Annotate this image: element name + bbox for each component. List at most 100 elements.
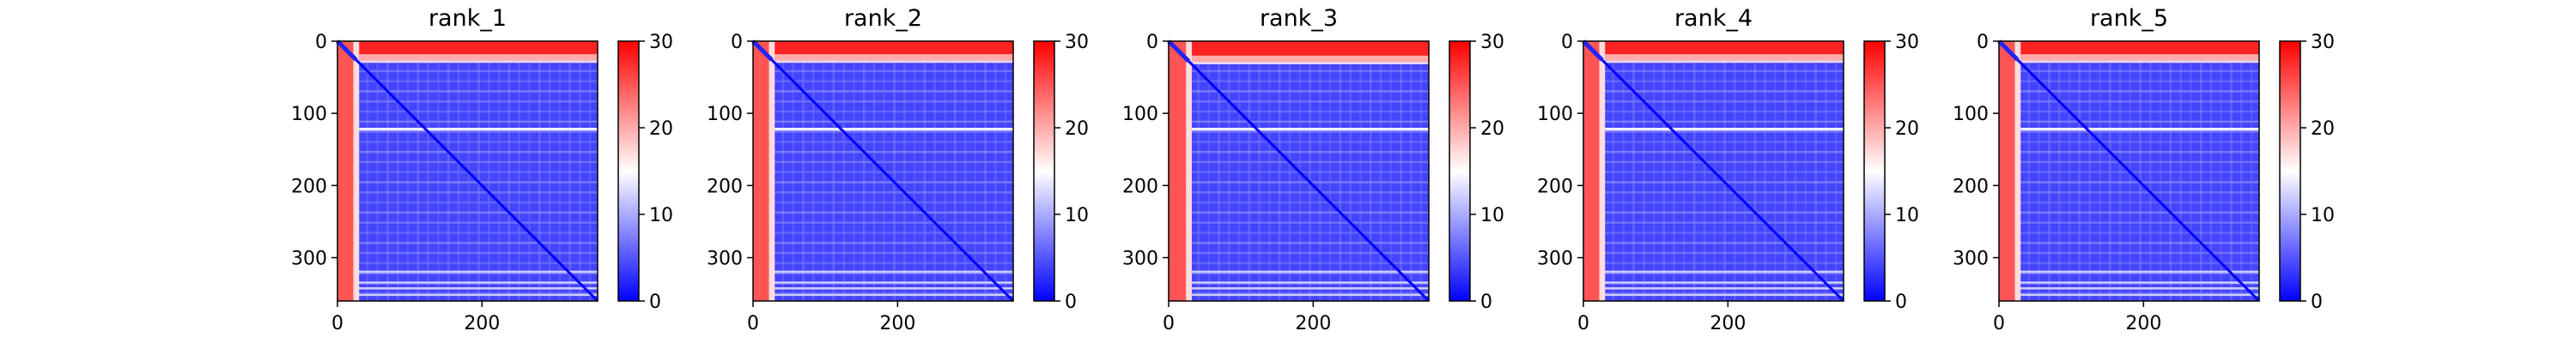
heatmap-white-line bbox=[1605, 128, 1844, 131]
heatmap-col-stripe bbox=[1814, 41, 1817, 301]
heatmap-col-stripe bbox=[1400, 41, 1402, 301]
heatmap-left-band bbox=[337, 41, 354, 301]
heatmap-row-stripe bbox=[337, 181, 598, 184]
heatmap-row-stripe bbox=[1583, 181, 1844, 184]
heatmap-row-stripe bbox=[337, 221, 598, 224]
heatmap-col-stripe bbox=[2220, 41, 2223, 301]
heatmap-col-stripe bbox=[1349, 41, 1352, 301]
heatmap-light-row bbox=[1169, 281, 1429, 284]
heatmap-row-stripe bbox=[1999, 150, 2259, 153]
colorbar-tick-label: 30 bbox=[2311, 32, 2335, 53]
colorbar-tick-label: 30 bbox=[1065, 32, 1089, 53]
colorbar-tick-label: 30 bbox=[649, 32, 673, 53]
heatmap-row-stripe bbox=[753, 130, 1013, 133]
heatmap-row-stripe bbox=[1169, 262, 1429, 265]
colorbar bbox=[1449, 40, 1471, 302]
colorbar-tick-label: 20 bbox=[2311, 118, 2335, 140]
heatmap-row-stripe bbox=[1999, 141, 2259, 143]
heatmap-row-stripe bbox=[1169, 80, 1429, 82]
heatmap-row-stripe bbox=[1999, 80, 2259, 82]
heatmap-col-stripe bbox=[1004, 41, 1007, 301]
heatmap-row-stripe bbox=[1999, 232, 2259, 234]
x-tick-label: 200 bbox=[1710, 313, 1746, 334]
heatmap-col-stripe bbox=[1834, 41, 1838, 301]
axes-frame bbox=[1583, 40, 1844, 302]
heatmap-light-row bbox=[1169, 270, 1429, 274]
heatmap-diagonal-head bbox=[1997, 39, 2020, 62]
y-tick-label: 300 bbox=[1537, 249, 1573, 270]
heatmap-col-stripe bbox=[588, 41, 592, 301]
heatmap-col-stripe bbox=[974, 41, 977, 301]
x-tick-label: 0 bbox=[1163, 313, 1175, 334]
colorbar-tick-label: 20 bbox=[1480, 118, 1504, 140]
heatmap-light-row bbox=[337, 293, 598, 297]
y-tick-label: 100 bbox=[1953, 104, 1989, 125]
colorbar-tick-label: 10 bbox=[1895, 205, 1919, 226]
heatmap-row-stripe bbox=[337, 251, 598, 255]
heatmap-col-stripe bbox=[1734, 41, 1736, 301]
heatmap-row-stripe bbox=[1999, 201, 2259, 204]
heatmap-row-stripe bbox=[337, 80, 598, 82]
heatmap-col-stripe bbox=[1410, 41, 1413, 301]
heatmap-row-stripe bbox=[1169, 90, 1429, 93]
heatmap-row-stripe bbox=[1583, 262, 1844, 265]
heatmap-col-stripe bbox=[568, 41, 571, 301]
y-tick-label: 300 bbox=[707, 249, 743, 270]
heatmap-top-band-edge bbox=[1191, 62, 1429, 64]
heatmap-light-row bbox=[1583, 281, 1844, 284]
heatmap-col-stripe bbox=[1783, 41, 1787, 301]
colorbar bbox=[1863, 40, 1886, 302]
heatmap-col-stripe bbox=[984, 41, 987, 301]
heatmap-col-stripe bbox=[913, 41, 916, 301]
heatmap-panel-1: rank_1 0 100 200 300 0 200 0 10 20 30 bbox=[291, 5, 673, 334]
heatmap-row-stripe bbox=[1583, 160, 1844, 164]
heatmap-top-band-fade bbox=[2020, 54, 2259, 62]
heatmap-row-stripe bbox=[753, 80, 1013, 82]
heatmap-panel-4: rank_4 0 100 200 300 0 200 0 10 20 30 bbox=[1537, 5, 1919, 334]
heatmap-col-stripe bbox=[548, 41, 551, 301]
heatmap-light-row bbox=[1169, 287, 1429, 290]
heatmap-row-stripe bbox=[337, 110, 598, 113]
colorbar bbox=[2279, 40, 2301, 302]
heatmap-row-stripe bbox=[337, 262, 598, 265]
heatmap-row-stripe bbox=[1999, 181, 2259, 184]
panel-title: rank_1 bbox=[428, 5, 507, 32]
heatmap-row-stripe bbox=[337, 241, 598, 244]
heatmap-col-stripe bbox=[497, 41, 501, 301]
heatmap-col-stripe bbox=[1369, 41, 1372, 301]
x-tick-label: 200 bbox=[464, 313, 500, 334]
heatmap-row-stripe bbox=[753, 232, 1013, 234]
x-tick-label: 0 bbox=[1577, 313, 1589, 334]
heatmap-col-stripe bbox=[488, 41, 490, 301]
heatmap-top-band-edge bbox=[359, 60, 598, 63]
heatmap-light-row bbox=[337, 270, 598, 274]
heatmap-row-stripe bbox=[1583, 90, 1844, 93]
heatmap-left-band bbox=[1999, 41, 2015, 301]
heatmap-light-row bbox=[753, 270, 1013, 274]
colorbar-tick-label: 20 bbox=[1065, 118, 1089, 140]
heatmap-col-stripe bbox=[893, 41, 896, 301]
heatmap-row-stripe bbox=[753, 272, 1013, 274]
y-tick-label: 300 bbox=[291, 249, 327, 270]
heatmap-row-stripe bbox=[337, 100, 598, 103]
heatmap-col-stripe bbox=[2250, 41, 2253, 301]
heatmap-row-stripe bbox=[1999, 191, 2259, 194]
heatmap-col-stripe bbox=[1339, 41, 1342, 301]
heatmap-col-stripe bbox=[1379, 41, 1382, 301]
heatmap-light-row bbox=[1169, 293, 1429, 297]
heatmap-row-stripe bbox=[753, 241, 1013, 244]
heatmap-top-band-fade bbox=[359, 54, 598, 62]
heatmap-row-stripe bbox=[753, 262, 1013, 265]
heatmap-diagonal bbox=[355, 58, 599, 303]
heatmap-row-stripe bbox=[1169, 211, 1429, 214]
heatmap-row-stripe bbox=[1169, 241, 1429, 244]
panel-title: rank_3 bbox=[1260, 5, 1338, 32]
heatmap-col-stripe bbox=[953, 41, 957, 301]
heatmap-top-band-fade bbox=[775, 54, 1013, 62]
heatmap-diagonal bbox=[2016, 58, 2261, 303]
colorbar-tick-label: 10 bbox=[649, 205, 673, 226]
heatmap-col-stripe bbox=[1794, 41, 1797, 301]
heatmap-row-stripe bbox=[1583, 80, 1844, 82]
colorbar-tick-label: 20 bbox=[649, 118, 673, 140]
